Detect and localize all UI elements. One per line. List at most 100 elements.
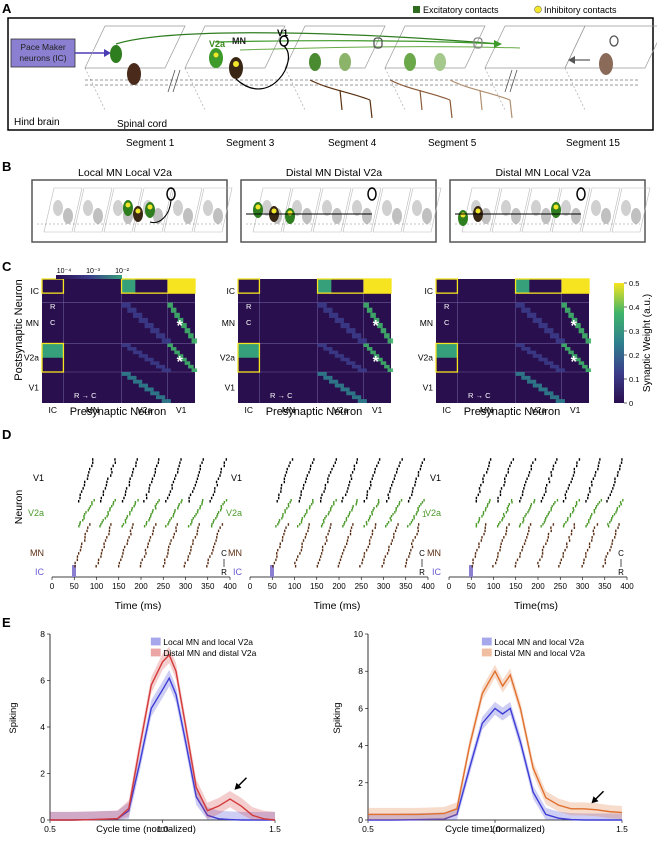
b-cell2-0-1 [93, 208, 103, 224]
d-spike-1-V2a-4-0 [363, 525, 365, 528]
d-spike-0-V2a-1-13 [114, 499, 116, 502]
d-spike-0-V1-4-2 [168, 493, 171, 497]
matrix-bg-0 [42, 279, 195, 403]
d-spike-0-V1-1-5 [105, 483, 108, 487]
d-spike-1-V2a-0-1 [277, 523, 279, 526]
d-spike-1-V2a-5-10 [396, 505, 399, 508]
d-xlabel-1: Time (ms) [115, 600, 162, 612]
d-spike-1-MN-1-1 [294, 561, 296, 565]
b-cell2-2-4 [601, 208, 611, 224]
d-spike-1-V2a-0-6 [282, 513, 284, 516]
d-spike-2-V1-3-11 [552, 464, 555, 468]
b-title-2: Distal MN Distal V2a [286, 167, 382, 179]
d-spike-1-V2a-2-5 [325, 515, 327, 518]
b-seg-0-1 [73, 187, 113, 233]
b-cell2-1-3 [362, 208, 372, 224]
d-spike-1-V2a-6-10 [418, 505, 421, 508]
d-spike-0-V2a-3-0 [143, 525, 146, 528]
panel-e-letter: E [2, 615, 11, 630]
d-spike-1-V2a-1-12 [312, 501, 314, 504]
d-spike-0-V2a-0-11 [91, 503, 93, 506]
d-spike-0-V1-5-4 [193, 487, 195, 490]
d-spike-2-V2a-6-3 [610, 519, 612, 522]
d-spike-2-V2a-6-13 [622, 499, 624, 502]
matrix-band-0-3-5 [184, 361, 191, 365]
matrix-ic-v1-block-1 [363, 279, 391, 294]
d-spike-1-V2a-6-11 [420, 503, 422, 506]
matrix-band-2-4-0 [515, 372, 525, 376]
d-spike-0-V2a-5-11 [201, 503, 203, 506]
d-spike-0-V1-6-13 [225, 458, 228, 461]
d-spike-0-V2a-6-8 [219, 509, 222, 512]
d-spike-1-MN-4-10 [371, 532, 374, 536]
d-spike-0-MN-5-6 [190, 545, 192, 549]
d-spike-0-V1-4-13 [180, 458, 182, 461]
d-spike-0-MN-2-10 [130, 532, 132, 536]
matrix-band-2-3-6 [582, 364, 588, 369]
d-spike-0-V1-0-13 [92, 458, 94, 461]
d-spike-2-MN-2-6 [522, 545, 524, 549]
d-spike-0-MN-4-1 [164, 561, 166, 565]
colorbar-ticklabel-5: 0.5 [629, 279, 639, 288]
matrix-band-1-4-3 [334, 383, 344, 388]
d-spike-1-MN-6-9 [414, 536, 416, 539]
d-spike-0-V2a-2-6 [129, 513, 131, 516]
matrix-band-1-0-3 [334, 317, 344, 324]
d-spike-1-V1-3-2 [344, 493, 347, 497]
d-spike-0-MN-4-4 [167, 552, 169, 555]
d-spike-1-MN-4-12 [374, 526, 376, 529]
d-spike-2-MN-0-0 [471, 565, 474, 568]
d-spike-1-V1-3-13 [356, 458, 358, 461]
d-spike-0-MN-4-8 [170, 539, 172, 542]
motor-axon-2 [449, 79, 513, 119]
d-spike-2-V2a-6-8 [616, 509, 618, 512]
d-rowlabel-mn-2: MN [427, 548, 441, 558]
d-spike-0-V2a-0-6 [83, 513, 86, 516]
matrix-ic-v2a-block-0 [121, 279, 136, 294]
d-spike-2-V2a-3-12 [554, 501, 556, 504]
b-cell2-1-1 [302, 208, 312, 224]
d-spike-2-V1-6-12 [620, 461, 623, 464]
d-spike-0-V2a-2-3 [124, 519, 127, 522]
d-spike-2-MN-6-5 [609, 548, 611, 552]
d-spike-0-MN-5-11 [196, 529, 199, 533]
matrix-band-0-1-6 [188, 333, 194, 339]
pacemaker-label-line2: neurons (IC) [19, 53, 66, 63]
d-spike-1-MN-6-5 [410, 548, 412, 552]
d-spike-2-V2a-3-2 [543, 521, 546, 524]
matrix-band-2-3-7 [585, 368, 592, 372]
d-spike-0-V1-5-9 [198, 471, 200, 474]
b-seg-0-4 [163, 187, 203, 233]
b-cell2-2-2 [541, 208, 551, 224]
d-spike-0-V1-5-12 [201, 461, 203, 464]
d-spike-1-V1-5-11 [398, 464, 400, 468]
panel-c-letter: C [2, 259, 12, 274]
matrix-band-1-1-6 [384, 333, 390, 339]
d-spike-0-V2a-6-3 [213, 519, 215, 522]
matrix-outline-ic-1 [237, 278, 261, 294]
d-spike-1-MN-5-2 [383, 558, 385, 562]
d-spike-2-V1-0-4 [478, 487, 481, 490]
d-spike-1-V2a-4-4 [368, 517, 371, 520]
d-spike-1-MN-5-1 [383, 561, 385, 565]
colorbar-ticks: 0 0.1 0.2 0.3 0.4 0.5 [624, 279, 639, 408]
d-rowlabel-v1-0: V1 [33, 473, 44, 483]
d-spike-1-MN-6-10 [416, 532, 418, 536]
b-seg-0-2 [103, 187, 143, 233]
d-spike-1-V2a-1-7 [306, 511, 308, 514]
matrix-band-0-3-0 [167, 343, 173, 348]
e-yticklabel-1-5: 10 [354, 629, 364, 639]
d-spike-1-V1-2-1 [320, 496, 322, 500]
d-spike-2-V2a-0-6 [482, 513, 485, 516]
d-spike-1-V2a-2-4 [324, 517, 326, 520]
e-legend-swatch-1-1 [481, 648, 492, 657]
inhibitory-legend-swatch [534, 5, 542, 14]
d-spike-0-V2a-4-5 [172, 515, 174, 518]
d-spike-2-MN-2-1 [515, 561, 517, 565]
matrix-outline-ic-0 [41, 278, 65, 294]
d-spike-2-MN-5-10 [593, 532, 595, 536]
d-spike-1-MN-4-13 [374, 523, 377, 526]
d-spike-0-V1-1-8 [110, 474, 112, 477]
d-spike-1-MN-4-2 [361, 558, 364, 562]
d-spike-1-V1-1-4 [302, 487, 304, 490]
